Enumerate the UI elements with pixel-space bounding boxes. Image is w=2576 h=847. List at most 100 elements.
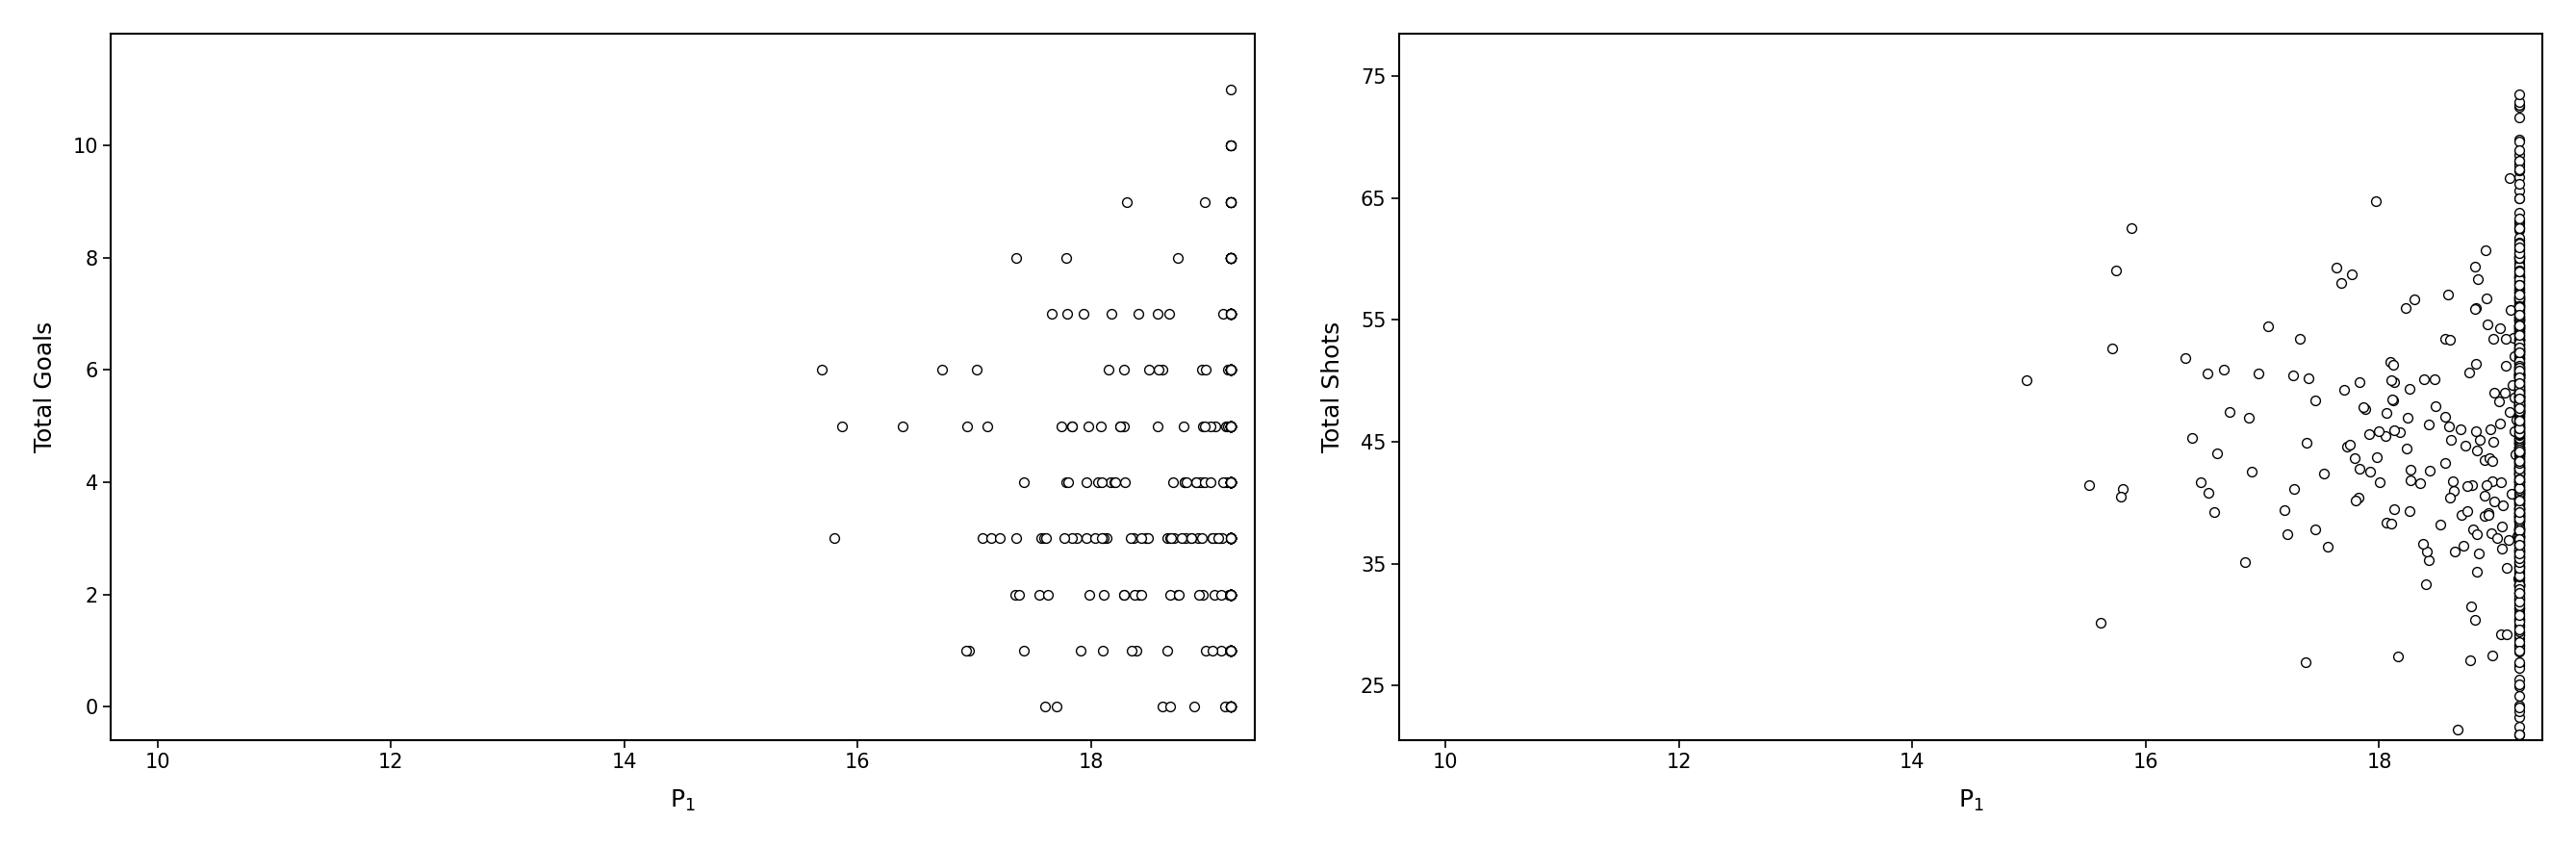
Point bbox=[1211, 419, 1252, 433]
Point bbox=[1211, 307, 1252, 321]
Point bbox=[2499, 615, 2540, 628]
Point bbox=[1211, 475, 1252, 489]
Point bbox=[1211, 532, 1252, 545]
Point bbox=[2499, 458, 2540, 472]
Point bbox=[2499, 577, 2540, 590]
Point bbox=[2499, 540, 2540, 554]
Point bbox=[2499, 399, 2540, 412]
Point bbox=[2416, 400, 2458, 413]
Point bbox=[1211, 475, 1252, 489]
Point bbox=[2499, 514, 2540, 528]
Point bbox=[1211, 475, 1252, 489]
Point bbox=[1211, 419, 1252, 433]
Point bbox=[1211, 307, 1252, 321]
Point bbox=[2499, 370, 2540, 384]
Point bbox=[1211, 419, 1252, 433]
Point bbox=[2429, 420, 2470, 434]
Point bbox=[2187, 367, 2228, 380]
Point bbox=[1211, 532, 1252, 545]
Point bbox=[2499, 484, 2540, 498]
Point bbox=[2499, 293, 2540, 307]
Point bbox=[1211, 588, 1252, 601]
Point bbox=[1211, 419, 1252, 433]
Point bbox=[2481, 542, 2522, 556]
Point bbox=[2092, 341, 2133, 355]
Point bbox=[1211, 588, 1252, 601]
Point bbox=[1211, 644, 1252, 657]
Point bbox=[1172, 532, 1213, 545]
Point bbox=[1211, 195, 1252, 208]
Point bbox=[1211, 419, 1252, 433]
Point bbox=[1211, 307, 1252, 321]
Point bbox=[1211, 475, 1252, 489]
Point bbox=[2499, 331, 2540, 345]
Point bbox=[2499, 322, 2540, 335]
Point bbox=[2499, 466, 2540, 479]
Point bbox=[1211, 532, 1252, 545]
Point bbox=[1149, 588, 1190, 601]
Point bbox=[1211, 532, 1252, 545]
Point bbox=[1211, 251, 1252, 264]
Point bbox=[1211, 419, 1252, 433]
Point bbox=[966, 419, 1007, 433]
Point bbox=[1211, 644, 1252, 657]
Point bbox=[1211, 475, 1252, 489]
Point bbox=[2499, 367, 2540, 380]
Point bbox=[2499, 379, 2540, 392]
Point bbox=[1211, 475, 1252, 489]
Point bbox=[2499, 613, 2540, 627]
Point bbox=[1211, 532, 1252, 545]
Point bbox=[2499, 486, 2540, 500]
Point bbox=[1211, 419, 1252, 433]
Point bbox=[1211, 475, 1252, 489]
Point bbox=[2499, 389, 2540, 402]
Point bbox=[1211, 475, 1252, 489]
Point bbox=[1211, 419, 1252, 433]
Point bbox=[2499, 484, 2540, 498]
Point bbox=[1211, 588, 1252, 601]
Point bbox=[2494, 424, 2535, 438]
Point bbox=[2499, 673, 2540, 686]
Point bbox=[2499, 476, 2540, 490]
Point bbox=[1211, 475, 1252, 489]
Point bbox=[1164, 532, 1206, 545]
Point bbox=[1211, 588, 1252, 601]
Point bbox=[2499, 473, 2540, 486]
Point bbox=[1211, 588, 1252, 601]
Point bbox=[1185, 363, 1226, 377]
Point bbox=[2499, 523, 2540, 536]
Point bbox=[2499, 510, 2540, 523]
Point bbox=[1025, 532, 1066, 545]
Point bbox=[2499, 587, 2540, 601]
Point bbox=[2445, 439, 2486, 452]
Point bbox=[2499, 514, 2540, 528]
Point bbox=[1211, 475, 1252, 489]
Point bbox=[1211, 588, 1252, 601]
Point bbox=[1211, 363, 1252, 377]
Point bbox=[1211, 419, 1252, 433]
Point bbox=[2499, 532, 2540, 545]
Point bbox=[1211, 475, 1252, 489]
Point bbox=[1211, 532, 1252, 545]
Point bbox=[2499, 512, 2540, 525]
Point bbox=[2499, 428, 2540, 441]
Point bbox=[1211, 307, 1252, 321]
Point bbox=[1211, 588, 1252, 601]
Point bbox=[1211, 475, 1252, 489]
Point bbox=[2499, 494, 2540, 507]
Point bbox=[1211, 532, 1252, 545]
Point bbox=[2499, 435, 2540, 448]
Point bbox=[1211, 139, 1252, 152]
Point bbox=[1211, 475, 1252, 489]
Point bbox=[2499, 503, 2540, 517]
Point bbox=[2499, 362, 2540, 375]
Point bbox=[1103, 588, 1144, 601]
Point bbox=[2499, 321, 2540, 335]
Point bbox=[1211, 644, 1252, 657]
Point bbox=[1100, 419, 1141, 433]
Point bbox=[1211, 644, 1252, 657]
Point bbox=[2499, 420, 2540, 434]
Point bbox=[1139, 363, 1180, 377]
Point bbox=[2499, 359, 2540, 373]
Point bbox=[2499, 252, 2540, 266]
